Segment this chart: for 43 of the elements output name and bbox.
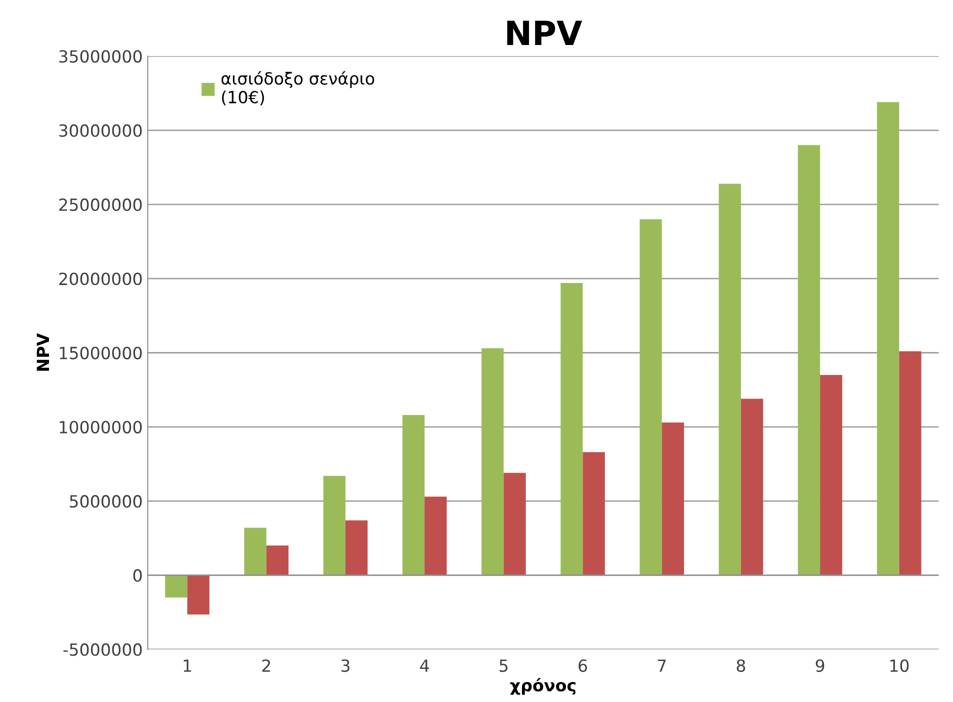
y-tick-label: 35000000: [59, 50, 142, 63]
bar: [899, 351, 922, 576]
x-tick-label: 10: [890, 659, 909, 672]
bar: [877, 102, 900, 576]
y-tick-label: 15000000: [60, 346, 142, 360]
y-tick-label: 30000000: [59, 124, 142, 137]
bar: [662, 422, 684, 576]
y-tick-label: -5000000: [63, 643, 142, 656]
x-tick-label: 8: [736, 659, 746, 672]
x-tick-label: 5: [500, 660, 508, 672]
x-tick-label: 3: [341, 659, 350, 672]
bar: [820, 375, 842, 576]
x-axis-title: χρόνος: [510, 678, 576, 695]
x-tick-label: 9: [816, 659, 824, 672]
bar: [640, 219, 662, 576]
bar: [165, 575, 188, 598]
legend-label: αισιόδοξο σενάριο (10€): [222, 71, 374, 106]
bar: [402, 415, 425, 576]
chart-title: NPV: [507, 20, 582, 46]
x-tick-label: 4: [420, 660, 429, 672]
x-tick-label: 6: [578, 659, 588, 672]
bar: [718, 184, 741, 576]
bar: [798, 145, 820, 576]
bar: [244, 528, 266, 576]
bar: [266, 546, 289, 576]
bar: [482, 348, 504, 576]
y-tick-label: 25000000: [59, 198, 142, 212]
x-tick-label: 2: [262, 659, 270, 672]
bar: [740, 398, 764, 576]
x-tick-label: 7: [658, 660, 666, 672]
y-tick-label: 20000000: [59, 272, 142, 286]
bar: [323, 476, 346, 576]
y-tick-label: 10000000: [60, 420, 142, 434]
bar: [187, 575, 210, 614]
bar: [345, 520, 368, 576]
y-tick-label: 5000000: [70, 495, 142, 508]
y-axis-title: NPV: [36, 333, 49, 371]
bar: [582, 452, 605, 576]
bar: [560, 283, 583, 576]
y-tick-label: 0: [133, 569, 142, 582]
bar: [424, 496, 447, 576]
x-tick-label: 1: [184, 660, 192, 672]
bar: [504, 472, 526, 576]
